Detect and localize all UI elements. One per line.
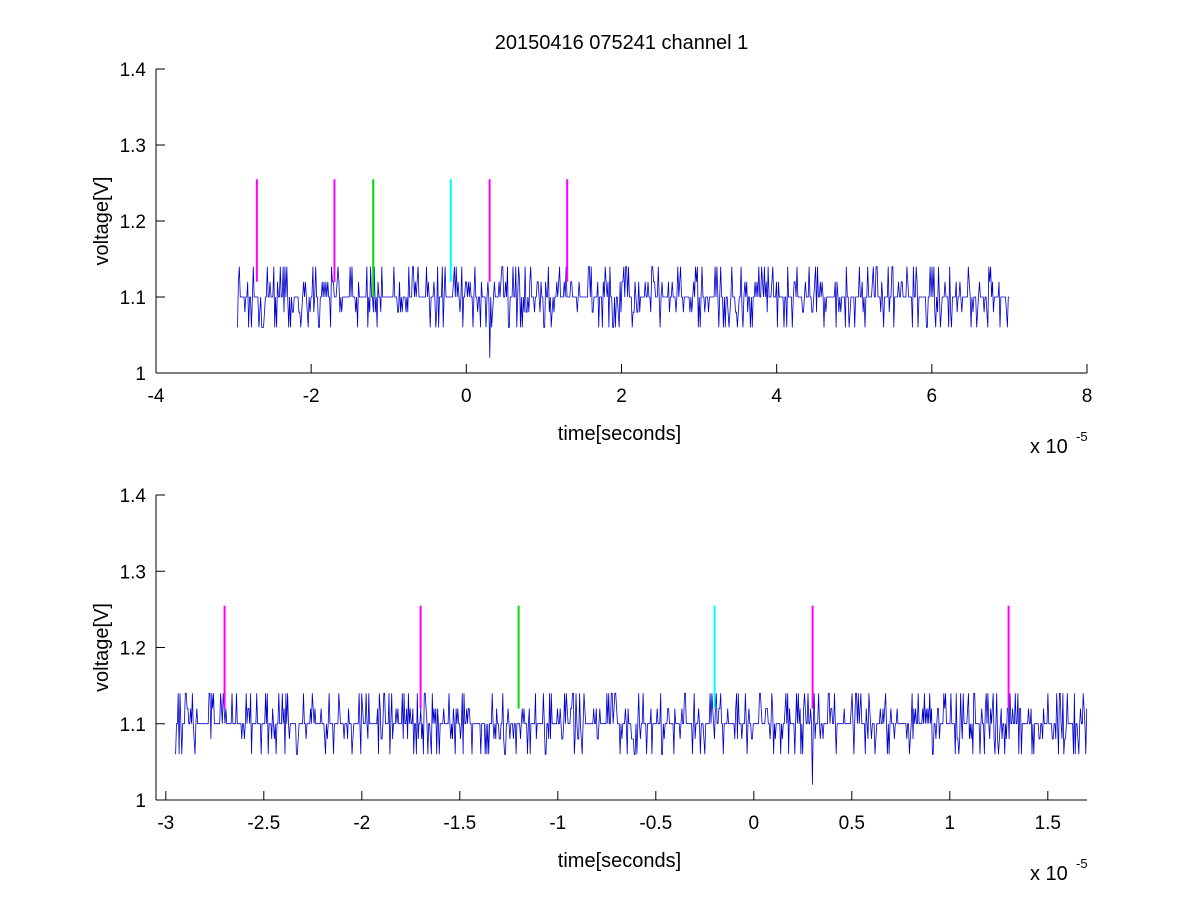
x-tick-label: -0.5 — [639, 813, 672, 834]
x-exponent-label: x 10 — [1030, 436, 1068, 458]
signal-trace — [237, 266, 1010, 358]
chart-title: 20150416 075241 channel 1 — [495, 32, 749, 54]
x-tick-label: 1.5 — [1035, 813, 1061, 834]
x-tick-label: 6 — [927, 386, 938, 407]
x-tick-label: -4 — [148, 386, 165, 407]
y-tick-label: 1.2 — [120, 212, 146, 233]
y-axis-label: voltage[V] — [91, 177, 113, 266]
y-tick-label: 1.3 — [120, 136, 146, 157]
x-tick-label: 0 — [749, 813, 760, 834]
x-tick-label: -2 — [303, 386, 320, 407]
y-tick-label: 1.4 — [120, 486, 147, 507]
x-exponent-power: -5 — [1076, 429, 1088, 444]
signal-trace — [175, 692, 1088, 785]
x-tick-label: 2 — [616, 386, 627, 407]
x-exponent-power: -5 — [1076, 856, 1088, 871]
x-tick-label: 8 — [1082, 386, 1093, 407]
top-plot: -4 -2 0 2 4 6 8 1 1.1 1.2 1.3 1.4 time[seconds] volta… — [91, 32, 1092, 458]
bottom-plot: -3 -2.5 -2 -1.5 -1 -0.5 0 0.5 1 1.5 1 1.1 1.2 1.3 1.4 t… — [91, 486, 1088, 885]
x-tick-label: -3 — [157, 813, 174, 834]
y-tick-label: 1.1 — [120, 288, 146, 309]
y-tick-label: 1 — [135, 791, 146, 812]
y-tick-label: 1.3 — [120, 562, 146, 583]
x-tick-label: -1 — [549, 813, 566, 834]
x-tick-label: -2.5 — [247, 813, 280, 834]
y-tick-label: 1.1 — [120, 715, 146, 736]
y-tick-label: 1.2 — [120, 639, 146, 660]
x-tick-label: -2 — [353, 813, 370, 834]
y-axis-label: voltage[V] — [91, 603, 113, 692]
y-tick-label: 1 — [135, 364, 146, 385]
y-tick-label: 1.4 — [120, 60, 147, 81]
x-tick-label: 0.5 — [839, 813, 865, 834]
x-tick-label: 0 — [461, 386, 472, 407]
x-tick-label: 4 — [771, 386, 782, 407]
x-axis-label: time[seconds] — [558, 423, 681, 445]
x-tick-label: -1.5 — [443, 813, 476, 834]
x-tick-label: 1 — [945, 813, 956, 834]
x-exponent-label: x 10 — [1030, 863, 1068, 885]
x-axis-label: time[seconds] — [558, 850, 681, 872]
